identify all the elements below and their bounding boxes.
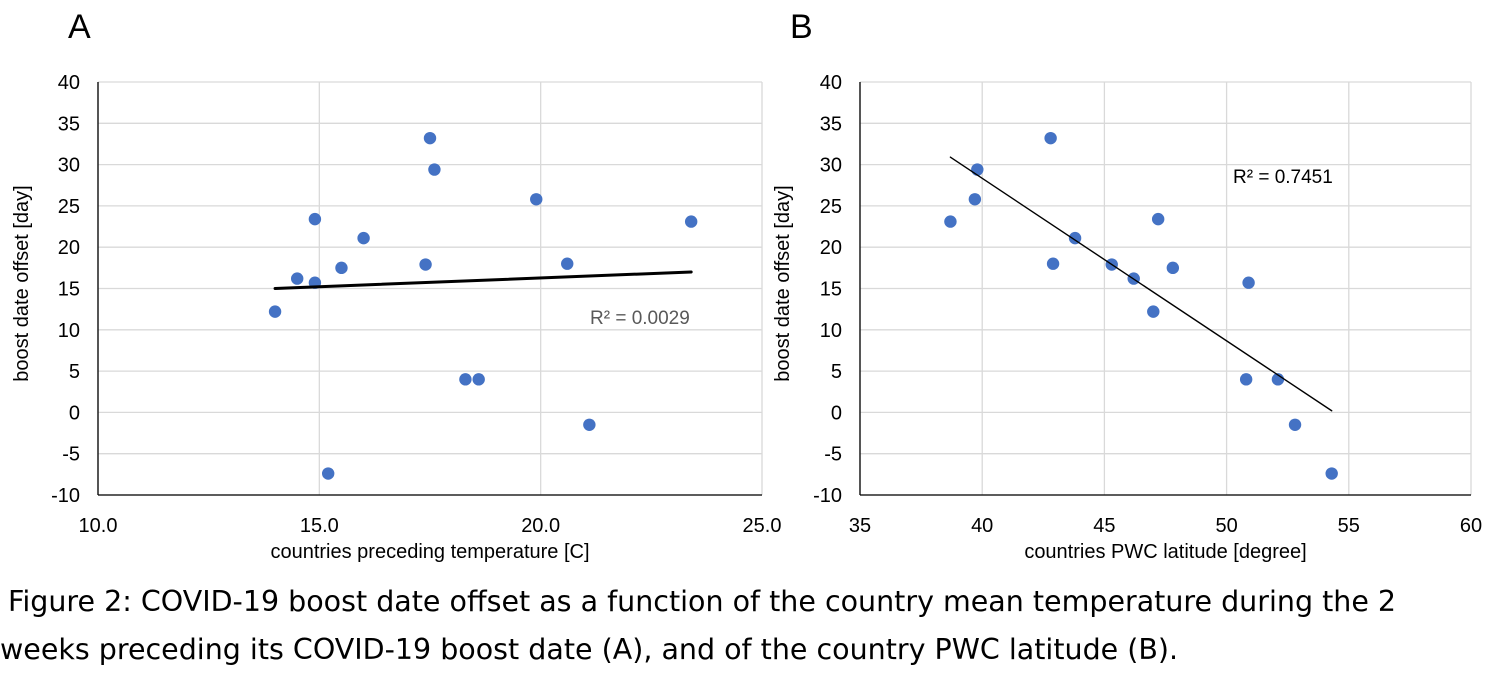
x-tick-label: 50 — [1215, 515, 1237, 537]
data-point — [1147, 305, 1160, 318]
linear-trendline — [949, 156, 1333, 412]
y-axis-title: boost date offset [day] — [772, 185, 794, 381]
y-tick-label: 10 — [820, 320, 842, 342]
chart-panel-a: A -10 -5 0 5 10 15 20 25 30 35 40 10.0 15.0 20.0 25.0 co… — [11, 8, 781, 563]
data-point — [1325, 467, 1338, 480]
r-squared-label: R² = 0.0029 — [590, 308, 690, 329]
figure-2-charts: A -10 -5 0 5 10 15 20 25 30 35 40 10.0 15.0 20.0 25.0 co… — [11, 8, 1482, 563]
figure-caption: Figure 2: COVID-19 boost date offset as … — [0, 578, 1488, 674]
data-point — [971, 163, 984, 176]
y-axis-title: boost date offset [day] — [11, 185, 33, 381]
data-point — [583, 418, 596, 431]
y-tick-label: 35 — [58, 113, 80, 135]
x-axis-title: countries PWC latitude [degree] — [1024, 541, 1306, 563]
y-tick-label: -10 — [813, 485, 842, 507]
r-squared-label: R² = 0.7451 — [1233, 167, 1333, 188]
y-tick-label: -5 — [62, 444, 80, 466]
y-tick-label: 15 — [820, 279, 842, 301]
data-point — [1044, 131, 1057, 145]
caption-line-2: weeks preceding its COVID-19 boost date … — [0, 633, 1179, 666]
y-tick-label: 25 — [820, 196, 842, 218]
data-point — [1151, 212, 1165, 226]
data-point — [291, 272, 304, 285]
caption-line-1: Figure 2: COVID-19 boost date offset as … — [8, 585, 1397, 618]
chart-panel-b: B -10 -5 0 5 10 15 20 25 30 35 40 35 40 45 50 55 60 countr… — [772, 8, 1482, 563]
data-point — [472, 373, 485, 386]
data-point — [944, 215, 957, 228]
data-point — [1242, 276, 1255, 289]
data-point — [357, 231, 370, 245]
y-tick-label: 40 — [58, 72, 80, 94]
x-tick-label: 55 — [1338, 515, 1360, 537]
data-point — [423, 131, 437, 145]
y-tick-label: 15 — [58, 279, 80, 301]
y-tick-label: 35 — [820, 113, 842, 135]
y-tick-label: -5 — [824, 444, 842, 466]
y-tick-label: 20 — [58, 237, 80, 259]
x-tick-label: 45 — [1093, 515, 1115, 537]
data-point — [308, 212, 322, 226]
x-tick-label: 40 — [971, 515, 993, 537]
x-tick-label: 25.0 — [743, 515, 782, 537]
y-tick-label: 5 — [831, 361, 842, 383]
data-point — [530, 193, 543, 206]
data-point — [1046, 257, 1060, 270]
x-tick-label: 35 — [849, 515, 871, 537]
y-tick-label: 25 — [58, 196, 80, 218]
data-point — [419, 258, 432, 271]
y-tick-label: 20 — [820, 237, 842, 259]
data-point — [321, 467, 335, 480]
x-tick-label: 20.0 — [521, 515, 560, 537]
y-tick-label: 0 — [69, 402, 80, 424]
y-tick-label: 30 — [58, 155, 80, 177]
x-tick-label: 60 — [1460, 515, 1482, 537]
data-point — [1068, 231, 1082, 245]
data-point — [335, 261, 348, 275]
x-axis-title: countries preceding temperature [C] — [270, 541, 589, 563]
data-point — [268, 305, 282, 318]
data-point — [1239, 373, 1253, 386]
data-point — [561, 257, 574, 270]
data-point — [1166, 261, 1180, 275]
panel-letter-b: B — [790, 8, 813, 46]
x-tick-label: 15.0 — [300, 515, 339, 537]
y-tick-label: 0 — [831, 402, 842, 424]
data-point — [684, 215, 698, 228]
y-tick-label: 10 — [58, 320, 80, 342]
linear-trendline — [273, 270, 693, 290]
data-point — [459, 373, 472, 386]
y-tick-label: 40 — [820, 72, 842, 94]
y-tick-label: 30 — [820, 155, 842, 177]
data-point — [1288, 418, 1302, 431]
y-tick-label: -10 — [51, 485, 80, 507]
data-point — [968, 193, 982, 206]
panel-letter-a: A — [68, 8, 91, 46]
data-point — [428, 163, 441, 176]
x-tick-label: 10.0 — [79, 515, 118, 537]
y-tick-label: 5 — [69, 361, 80, 383]
